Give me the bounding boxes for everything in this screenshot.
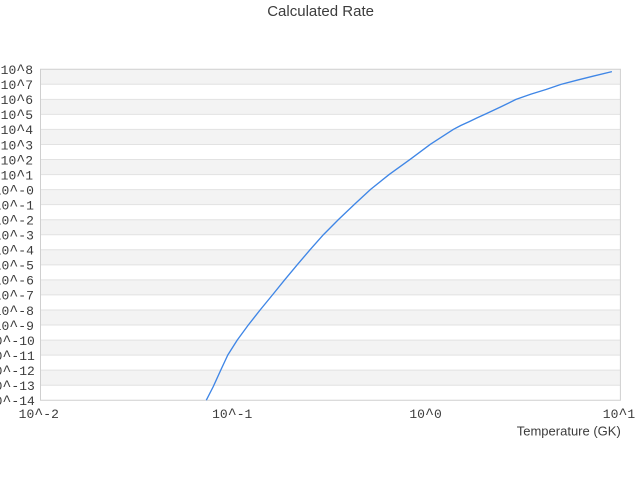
- svg-text:10^-7: 10^-7: [0, 288, 34, 305]
- svg-text:10^8: 10^8: [1, 62, 33, 79]
- svg-text:10^-0: 10^-0: [0, 182, 34, 199]
- svg-text:10^-4: 10^-4: [0, 243, 34, 260]
- svg-text:10^0: 10^0: [409, 406, 441, 423]
- svg-text:10^4: 10^4: [1, 122, 34, 139]
- svg-text:10^-12: 10^-12: [0, 363, 35, 380]
- svg-text:10^6: 10^6: [1, 92, 33, 109]
- svg-text:10^-9: 10^-9: [0, 318, 34, 335]
- svg-text:10^-3: 10^-3: [0, 228, 34, 245]
- svg-text:10^-6: 10^-6: [0, 273, 34, 290]
- svg-text:10^-1: 10^-1: [0, 197, 34, 214]
- svg-text:10^-11: 10^-11: [0, 348, 35, 365]
- svg-text:Calculated Rate: Calculated Rate: [267, 3, 374, 20]
- svg-text:10^-5: 10^-5: [0, 258, 34, 275]
- svg-text:10^3: 10^3: [1, 137, 33, 154]
- svg-text:10^-8: 10^-8: [0, 303, 34, 320]
- svg-text:10^2: 10^2: [1, 152, 33, 169]
- svg-text:10^7: 10^7: [1, 77, 33, 94]
- svg-text:10^1: 10^1: [1, 167, 34, 184]
- svg-text:10^1: 10^1: [603, 406, 636, 423]
- svg-text:10^-1: 10^-1: [212, 406, 252, 423]
- svg-text:Temperature (GK): Temperature (GK): [517, 423, 621, 438]
- svg-text:10^-2: 10^-2: [19, 406, 59, 423]
- svg-text:10^-2: 10^-2: [0, 213, 34, 230]
- svg-text:10^-13: 10^-13: [0, 378, 35, 395]
- svg-text:10^-10: 10^-10: [0, 333, 35, 350]
- svg-text:10^-14: 10^-14: [0, 393, 35, 410]
- svg-text:10^5: 10^5: [1, 107, 33, 124]
